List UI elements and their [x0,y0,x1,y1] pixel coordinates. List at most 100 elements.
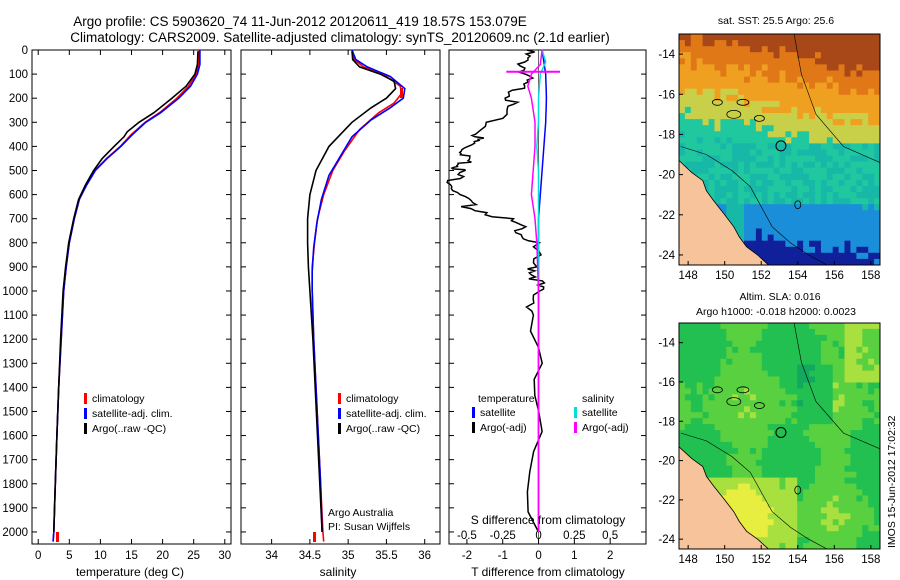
map-cell [838,412,846,419]
map-cell [702,70,710,78]
map-cell [773,179,781,187]
map-cell [702,143,710,151]
map-cell [744,358,751,366]
map-cell [738,507,745,514]
map-cell [850,34,857,41]
map-cell [815,370,822,378]
map-cell [696,119,704,126]
map-cell [832,119,840,126]
map-cell [755,198,763,205]
map-cell [815,131,822,138]
map-cell [702,441,710,449]
map-cell [862,119,869,126]
map-cell [785,149,792,157]
map-cell [850,525,857,532]
map-cell [755,161,763,169]
map-cell [838,382,846,389]
map-cell [744,513,751,520]
map-cell [826,495,834,502]
map-cell [862,70,869,78]
map-cell [791,459,798,467]
map-cell [684,82,692,90]
map-cell [755,137,763,144]
map-cell [726,424,733,431]
map-cell [767,113,775,120]
map-cell [767,406,775,413]
map-cell [773,453,781,461]
map-cell [761,192,769,199]
map-cell [714,149,721,157]
map-cell [738,76,745,84]
map-cell [803,179,810,187]
map-cell [809,161,816,169]
map-cell [803,204,810,211]
map-cell [785,394,792,401]
map-cell [856,430,863,437]
map-cell [791,376,798,383]
temperature-panel-frame [31,49,232,545]
map-cell [744,376,751,383]
map-cell [815,58,822,65]
map-cell [844,252,851,260]
map-cell [744,323,751,330]
map-cell [755,246,763,254]
map-cell [767,40,775,47]
map-cell [744,64,751,72]
map-cell [850,210,857,217]
map-cell [726,131,733,138]
map-cell [826,40,834,47]
map-cell [874,465,880,473]
reef-outline [726,109,742,119]
map-cell [791,394,798,401]
map-cell [832,76,840,84]
map-cell [708,418,716,425]
map-cell [726,179,733,187]
map-cell [785,447,792,455]
map-cell [844,531,851,538]
map-cell [803,465,810,473]
map-cell [832,406,840,413]
sst-map-axes: 148 150 152 154 156 158-14-16-18-20-22-24 [658,49,880,282]
map-cell [749,179,757,187]
map-cell [838,216,846,224]
map-cell [862,155,869,163]
map-cell [844,519,851,526]
map-cell [826,113,834,120]
map-cell [726,465,733,473]
map-cell [702,376,710,383]
map-cell [761,531,769,538]
map-cell [755,88,763,96]
map-cell [826,483,834,491]
map-cell [708,88,716,96]
map-cell [844,149,851,157]
map-cell [838,64,846,72]
map-cell [874,88,880,96]
map-cell [755,70,763,78]
map-cell [832,52,840,59]
map-cell [856,179,863,187]
map-cell [874,513,880,520]
map-cell [844,52,851,59]
map-y-tick-label: -16 [658,89,675,101]
map-cell [850,424,857,431]
map-cell [868,88,875,96]
map-cell [844,477,851,485]
map-cell [838,358,846,366]
map-cell [820,441,828,449]
map-cell [785,173,792,181]
map-cell [761,106,769,114]
map-cell [803,501,810,508]
map-cell [767,531,775,538]
map-cell [738,495,745,502]
map-cell [874,400,880,407]
map-cell [732,100,739,108]
map-cell [696,382,704,389]
series-line-argo-raw-qc- [53,51,199,533]
map-cell [726,94,733,102]
map-cell [738,465,745,473]
map-cell [738,334,745,342]
map-cell [767,131,775,138]
map-cell [868,143,875,151]
map-cell [755,125,763,132]
map-cell [850,465,857,473]
